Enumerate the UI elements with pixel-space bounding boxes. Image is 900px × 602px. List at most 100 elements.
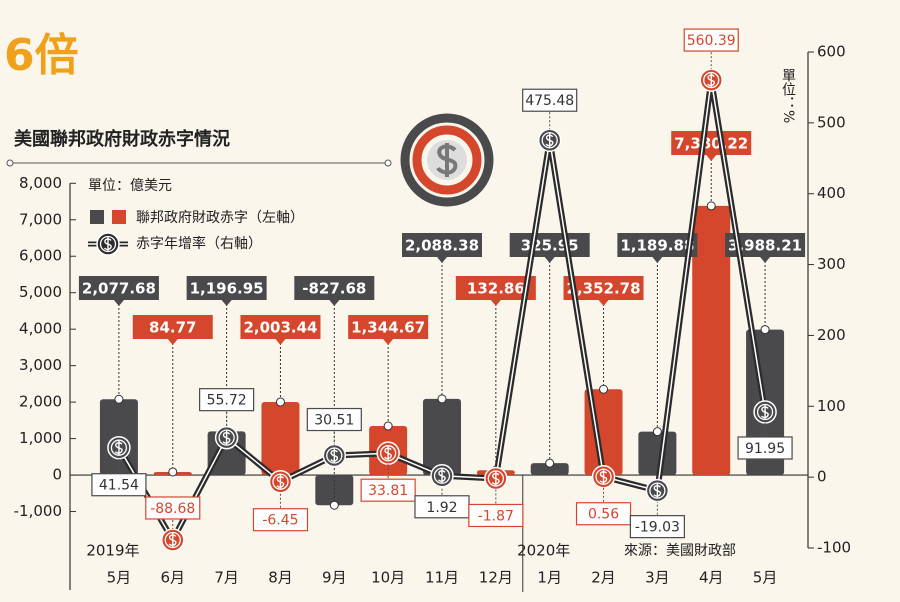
- bar-top-dot: [275, 397, 285, 407]
- value-label-pointer: [329, 300, 340, 306]
- marker-inner: [99, 235, 117, 253]
- marker-sign: [330, 448, 339, 463]
- line-point: [376, 441, 400, 465]
- marker-sign: [707, 73, 716, 88]
- line-point: [699, 68, 723, 92]
- rule-dot: [384, 159, 392, 167]
- value-label-box: [671, 131, 752, 155]
- line-label-box: [199, 388, 255, 412]
- legend-label: 赤字年增率（右軸）: [136, 235, 262, 252]
- y2-tick-label: 0: [817, 468, 827, 486]
- marker-sign: [653, 483, 662, 498]
- bar: [692, 205, 731, 476]
- bar-value-label: 2,077.68: [82, 280, 156, 298]
- y-tick-label: 5,000: [19, 283, 62, 301]
- marker-inner: [164, 531, 181, 549]
- y-tick-label: 2,000: [19, 393, 62, 411]
- x-tick-label: 8月: [268, 569, 293, 587]
- marker-inner: [487, 470, 504, 487]
- marker-sign: [599, 469, 608, 484]
- value-label-box: [132, 315, 213, 339]
- bar-top-dot: [545, 458, 555, 468]
- bar-top-dot: [114, 394, 124, 404]
- year-label: 2019年: [86, 542, 139, 560]
- line-value-label: -1.87: [478, 508, 514, 524]
- line-label-box: [306, 407, 362, 432]
- marker-inner: [703, 71, 720, 89]
- value-label-box: [617, 233, 698, 257]
- rule-dot: [6, 159, 14, 167]
- value-label-pointer: [383, 339, 394, 345]
- value-label-pointer: [275, 339, 286, 345]
- marker-sign: [761, 404, 769, 419]
- line-point: [645, 478, 670, 503]
- line-value-label: -19.03: [635, 520, 680, 536]
- y2-tick-label: 100: [817, 397, 846, 415]
- line-value-label: -6.45: [262, 513, 298, 529]
- marker-inner: [541, 132, 558, 149]
- source: 來源：美國財政部: [624, 543, 736, 559]
- line-label-box: [737, 436, 793, 460]
- line-value-label: 0.56: [588, 507, 619, 523]
- x-tick-label: 9月: [322, 569, 347, 587]
- legend-label: 聯邦政府財政赤字（左軸）: [136, 210, 304, 226]
- value-label-box: [240, 315, 321, 339]
- marker-inner: [649, 482, 666, 499]
- value-label-pointer: [221, 300, 232, 306]
- bar-top-dot: [652, 427, 662, 437]
- marker-sign: [168, 532, 177, 547]
- y-tick-label: 6,000: [19, 247, 62, 265]
- x-tick-label: 11月: [425, 569, 459, 587]
- legend-marker: [96, 232, 120, 256]
- line-label-box: [522, 88, 578, 112]
- value-label-pointer: [437, 257, 447, 263]
- marker-sign: [384, 446, 392, 461]
- bar-top-dot: [437, 394, 447, 404]
- bar-value-label: 1,344.67: [351, 319, 425, 337]
- value-label-pointer: [760, 257, 771, 263]
- line-point: [107, 435, 131, 460]
- x-tick-label: 7月: [214, 569, 239, 587]
- marker-inner: [218, 429, 235, 446]
- marker-sign: [545, 133, 554, 148]
- y-tick-label: 0: [52, 466, 62, 484]
- legend-swatch: [90, 210, 104, 224]
- line-point: [430, 464, 454, 488]
- year-label: 2020年: [517, 542, 570, 560]
- value-label-pointer: [652, 257, 663, 263]
- x-tick-label: 6月: [160, 569, 185, 587]
- line-point: [537, 128, 562, 152]
- marker-sign: [114, 440, 123, 455]
- marker-sign: [276, 474, 285, 489]
- decor-icon: [400, 113, 494, 207]
- bar-top-dot: [329, 500, 339, 510]
- bar: [423, 398, 461, 476]
- line-point: [322, 443, 347, 468]
- value-label-box: [509, 233, 590, 257]
- marker-sign: [222, 430, 231, 445]
- bar: [530, 463, 569, 476]
- bar-value-label: 2,003.44: [243, 319, 317, 337]
- bar-value-label: 7,380.22: [674, 135, 748, 153]
- line-value-label: 475.48: [525, 93, 574, 109]
- marker-inner: [433, 467, 451, 484]
- bar: [638, 431, 677, 476]
- bar-value-label: 132.86: [467, 280, 525, 298]
- line-label-box: [91, 473, 147, 497]
- unit-left: 單位：億美元: [88, 178, 172, 194]
- big-label: 6倍: [4, 30, 79, 81]
- line-point: [268, 469, 293, 494]
- x-tick-label: 4月: [699, 569, 724, 587]
- x-tick-label: 2月: [591, 569, 616, 587]
- y2-tick-label: 500: [817, 113, 846, 131]
- bar-top-dot: [760, 325, 770, 335]
- line-point: [753, 400, 777, 424]
- y2-tick-label: 400: [817, 184, 846, 202]
- y-tick-label: 7,000: [19, 210, 62, 228]
- unit-right: 單位：%: [780, 68, 796, 123]
- value-label-pointer: [490, 300, 501, 306]
- y-tick-label: -1,000: [14, 502, 62, 520]
- bar-top-dot: [383, 421, 393, 431]
- legend-swatch: [112, 210, 126, 224]
- x-tick-label: 10月: [371, 569, 405, 587]
